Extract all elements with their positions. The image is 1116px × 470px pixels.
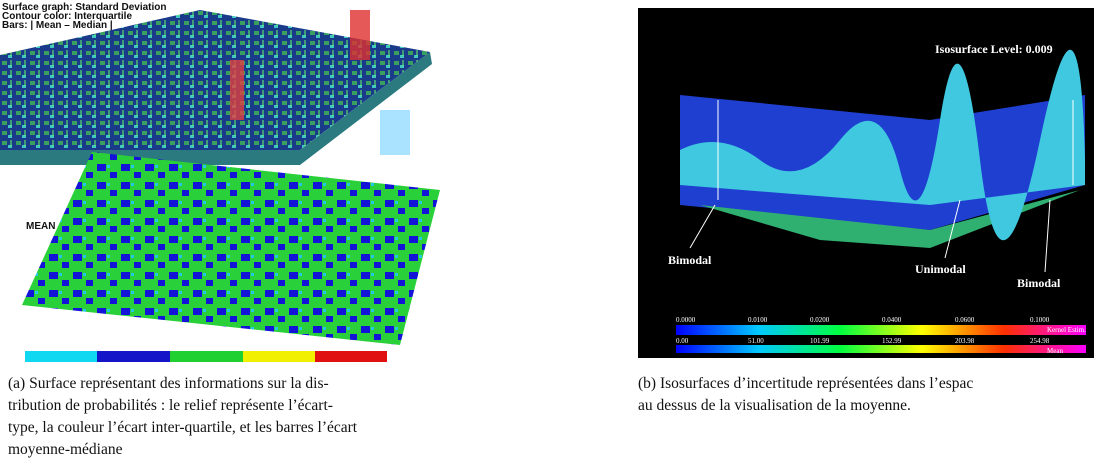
annotation: Unimodal <box>915 262 966 276</box>
tick-label: 254.98 <box>1030 337 1050 345</box>
colorbar <box>676 325 1086 335</box>
tick-label: 101.99 <box>810 337 830 345</box>
caption-line: moyenne-médiane <box>8 441 123 458</box>
tick-label: 203.98 <box>955 337 975 345</box>
map-label: MEAN <box>26 221 56 232</box>
caption: (a) Surface représentant des information… <box>8 373 357 461</box>
surface-plot <box>0 10 432 165</box>
colorbar <box>676 345 1086 353</box>
isosurface-scene <box>680 49 1085 273</box>
tick-label: 0.00 <box>676 337 689 345</box>
mean-map <box>22 152 440 345</box>
colorbar-label: Mean <box>1047 347 1063 355</box>
caption-line: au dessus de la visualisation de la moye… <box>638 397 911 414</box>
caption: (b) Isosurfaces d’incertitude représenté… <box>638 373 1116 417</box>
tick-label: 0.0000 <box>676 316 696 324</box>
tick-label: 0.0400 <box>882 316 902 324</box>
tick-label: 51.00 <box>748 337 764 345</box>
annotation: Bimodal <box>1017 276 1061 290</box>
label: Surface graph: Standard Deviation <box>2 2 167 13</box>
annotation: Bimodal <box>668 253 712 267</box>
tick-label: 0.0600 <box>955 316 975 324</box>
tick-label: 0.1000 <box>1030 316 1050 324</box>
legend-bar <box>25 351 387 362</box>
caption-line: (a) Surface représentant des information… <box>8 375 329 392</box>
caption-line: tribution de probabilités : le relief re… <box>8 397 333 414</box>
scene-title: Isosurface Level: 0.009 <box>935 42 1053 56</box>
label: Contour color: Interquartile <box>2 11 132 22</box>
tick-label: 0.0100 <box>748 316 768 324</box>
colorbar-label: Kernel Estim. <box>1047 326 1086 334</box>
tick-label: 152.99 <box>882 337 902 345</box>
tick-label: 0.0200 <box>810 316 830 324</box>
caption-line: (b) Isosurfaces d’incertitude représenté… <box>638 375 974 392</box>
caption-line: type, la couleur l’écart inter-quartile,… <box>8 419 358 436</box>
label: Bars: | Mean – Median | <box>2 20 113 31</box>
